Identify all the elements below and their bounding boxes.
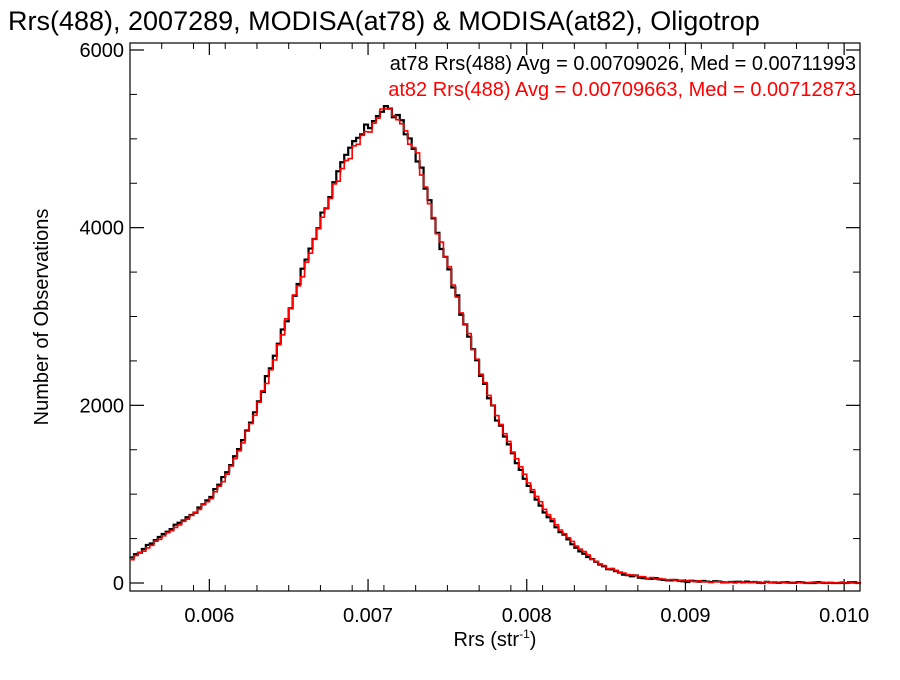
series-layer — [130, 105, 862, 585]
y-axis-ticks: 0 2000 4000 6000 — [80, 40, 860, 595]
series-line-at78 — [130, 105, 862, 585]
x-axis-label-main: Rrs (str — [454, 629, 520, 651]
annotation-at78: at78 Rrs(488) Avg = 0.00709026, Med = 0.… — [390, 53, 856, 75]
y-tick-label-2: 4000 — [80, 218, 125, 240]
x-axis-ticks: 0.006 0.007 0.008 0.009 0.010 — [129, 43, 869, 627]
chart-title: Rrs(488), 2007289, MODISA(at78) & MODISA… — [8, 6, 760, 36]
y-axis-label: Number of Observations — [31, 209, 53, 426]
annotation-at82: at82 Rrs(488) Avg = 0.00709663, Med = 0.… — [388, 79, 856, 101]
y-tick-label-0: 0 — [113, 573, 124, 595]
plot-frame — [129, 42, 861, 592]
series-line-at82 — [130, 108, 861, 584]
y-tick-label-1: 2000 — [80, 395, 125, 417]
x-tick-label-4: 0.010 — [819, 605, 869, 627]
x-tick-label-3: 0.009 — [660, 605, 710, 627]
x-axis-label: Rrs (str-1) — [454, 627, 537, 651]
x-tick-label-1: 0.007 — [343, 605, 393, 627]
x-axis-label-close: ) — [530, 629, 537, 651]
y-tick-label-3: 6000 — [80, 40, 125, 62]
x-axis-label-superscript: -1 — [519, 627, 530, 641]
x-tick-label-0: 0.006 — [184, 605, 234, 627]
x-tick-label-2: 0.008 — [502, 605, 552, 627]
plot-area-border — [129, 42, 861, 592]
